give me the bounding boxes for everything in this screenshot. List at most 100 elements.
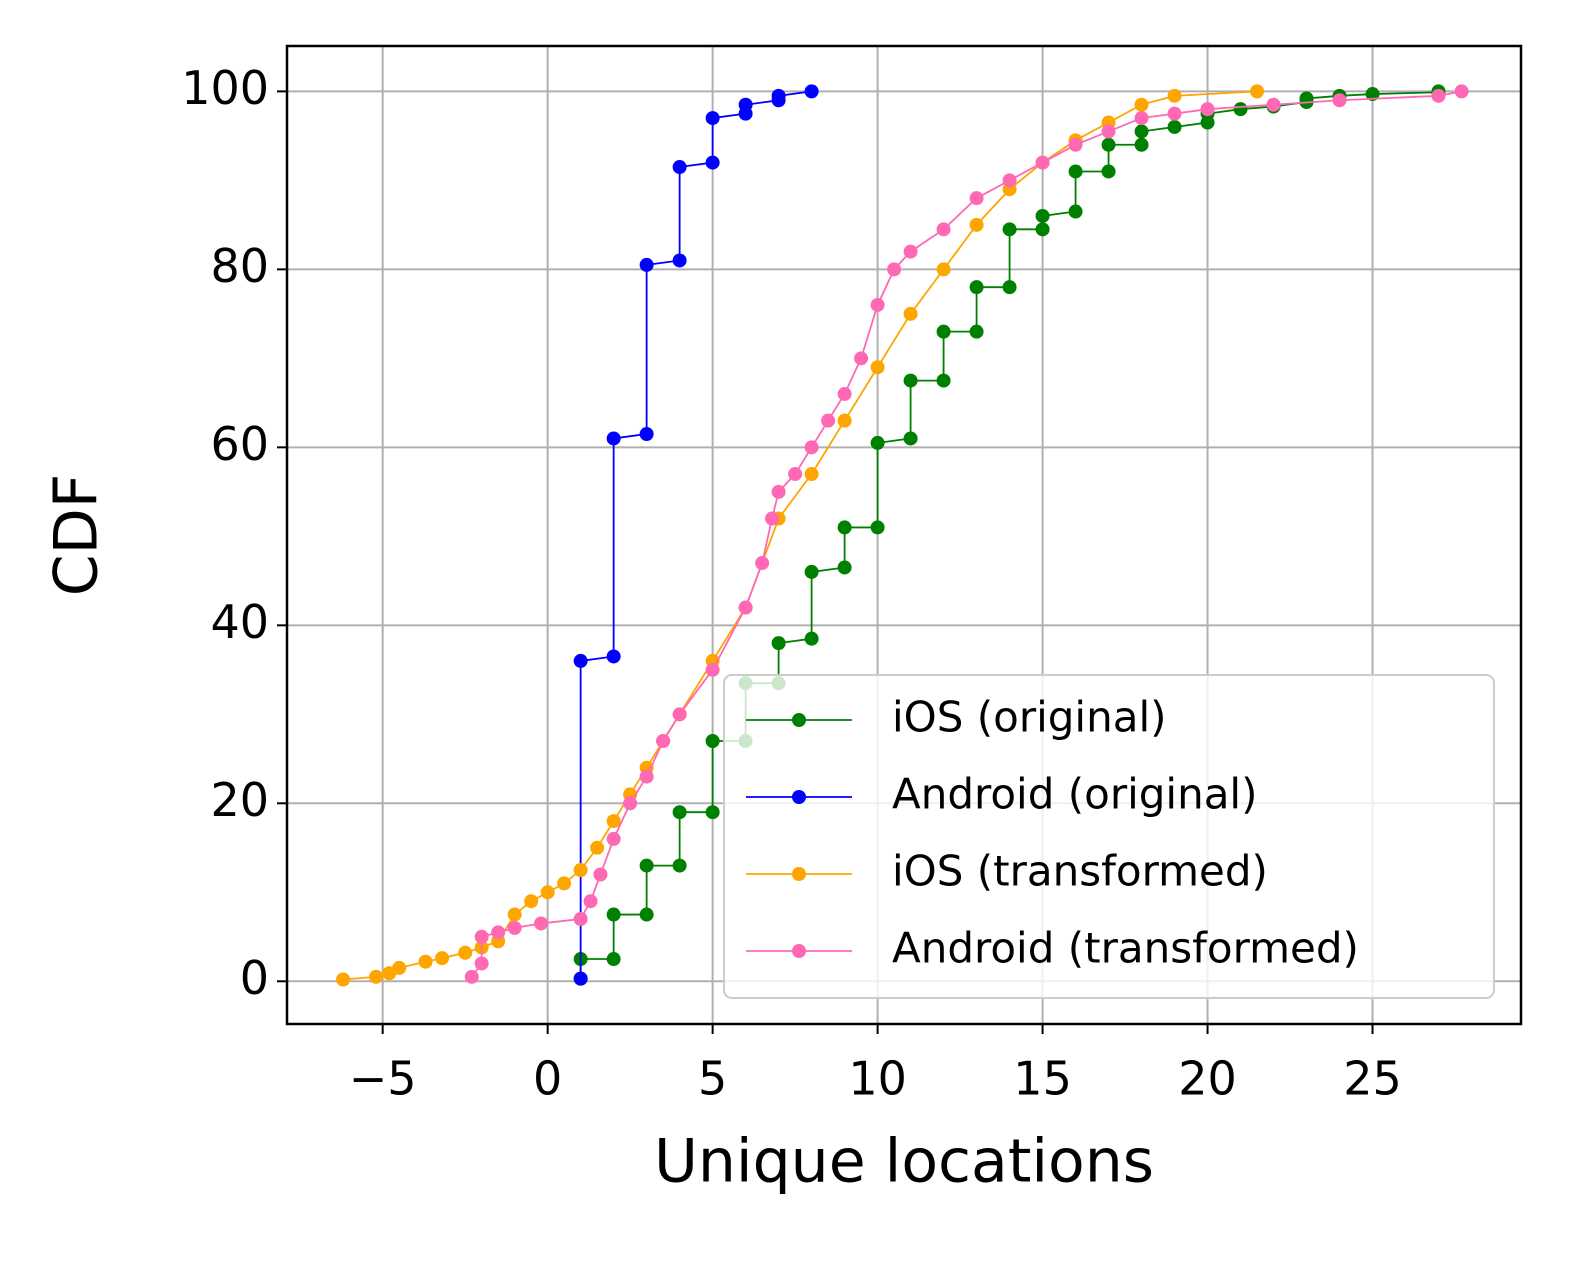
data-point	[1365, 87, 1380, 102]
data-point	[903, 431, 918, 446]
data-point	[557, 876, 572, 891]
x-tick-label: 0	[533, 1052, 562, 1106]
data-point	[623, 796, 638, 811]
data-point	[936, 373, 951, 388]
legend-label: iOS (original)	[892, 693, 1167, 742]
data-point	[887, 262, 902, 277]
data-point	[1167, 119, 1182, 134]
data-point	[771, 636, 786, 651]
x-tick-label: 5	[698, 1052, 727, 1106]
data-point	[1002, 280, 1017, 295]
data-point	[1068, 137, 1083, 152]
data-point	[1134, 124, 1149, 139]
data-point	[590, 840, 605, 855]
data-point	[435, 951, 450, 966]
data-point	[969, 191, 984, 206]
data-point	[392, 960, 407, 975]
data-point	[1002, 173, 1017, 188]
x-tick-label: 15	[1013, 1052, 1072, 1106]
y-axis-label: CDF	[42, 474, 112, 597]
data-point	[534, 916, 549, 931]
data-point	[1233, 102, 1248, 117]
data-point	[969, 217, 984, 232]
series	[573, 84, 819, 986]
legend-marker	[792, 944, 806, 958]
legend-label: Android (original)	[892, 770, 1258, 819]
data-point	[870, 297, 885, 312]
data-point	[804, 440, 819, 455]
data-point	[524, 894, 539, 909]
data-point	[969, 280, 984, 295]
data-point	[936, 262, 951, 277]
data-point	[1101, 164, 1116, 179]
data-point	[705, 111, 720, 126]
y-tick-label: 100	[181, 61, 269, 115]
data-point	[1035, 208, 1050, 223]
data-point	[1068, 204, 1083, 219]
data-point	[1266, 97, 1281, 112]
data-point	[1035, 222, 1050, 237]
data-point	[1431, 88, 1446, 103]
data-point	[1134, 137, 1149, 152]
data-point	[1454, 84, 1469, 99]
data-point	[507, 907, 522, 922]
data-point	[1035, 155, 1050, 170]
data-point	[870, 435, 885, 450]
series-line	[471, 90, 1462, 978]
data-point	[1332, 93, 1347, 108]
data-point	[936, 222, 951, 237]
data-point	[672, 707, 687, 722]
data-point	[606, 831, 621, 846]
data-point	[1134, 111, 1149, 126]
x-axis-label: Unique locations	[654, 1127, 1154, 1197]
data-point	[336, 972, 351, 987]
data-point	[464, 969, 479, 984]
data-point	[573, 863, 588, 878]
data-point	[672, 253, 687, 268]
data-point	[639, 769, 654, 784]
data-point	[573, 971, 588, 986]
data-point	[969, 324, 984, 339]
y-tick-label: 20	[210, 773, 269, 827]
data-point	[936, 324, 951, 339]
data-point	[369, 969, 384, 984]
data-point	[672, 858, 687, 873]
legend-marker	[792, 790, 806, 804]
data-point	[1101, 124, 1116, 139]
data-point	[771, 88, 786, 103]
legend-label: iOS (transformed)	[892, 847, 1268, 896]
data-point	[1167, 88, 1182, 103]
legend-marker	[792, 713, 806, 727]
series	[336, 84, 1265, 987]
data-point	[1250, 84, 1265, 99]
data-point	[1002, 222, 1017, 237]
data-point	[593, 867, 608, 882]
data-point	[738, 600, 753, 615]
data-point	[870, 520, 885, 535]
y-tick-label: 40	[210, 595, 269, 649]
data-point	[870, 360, 885, 375]
data-point	[755, 556, 770, 571]
x-tick-label: 10	[848, 1052, 907, 1106]
legend-box	[723, 674, 1495, 999]
data-point	[821, 413, 836, 428]
data-point	[705, 805, 720, 820]
y-tick-label: 60	[210, 417, 269, 471]
data-point	[583, 894, 598, 909]
data-point	[418, 954, 433, 969]
data-point	[837, 386, 852, 401]
data-point	[672, 805, 687, 820]
x-tick-label: 25	[1343, 1052, 1402, 1106]
data-point	[639, 426, 654, 441]
legend-label: Android (transformed)	[892, 924, 1359, 973]
data-point	[540, 885, 555, 900]
legend-marker	[792, 867, 806, 881]
data-point	[606, 431, 621, 446]
data-point	[837, 413, 852, 428]
data-point	[804, 467, 819, 482]
data-point	[1101, 137, 1116, 152]
data-point	[474, 956, 489, 971]
data-point	[639, 858, 654, 873]
y-tick-label: 80	[210, 239, 269, 293]
